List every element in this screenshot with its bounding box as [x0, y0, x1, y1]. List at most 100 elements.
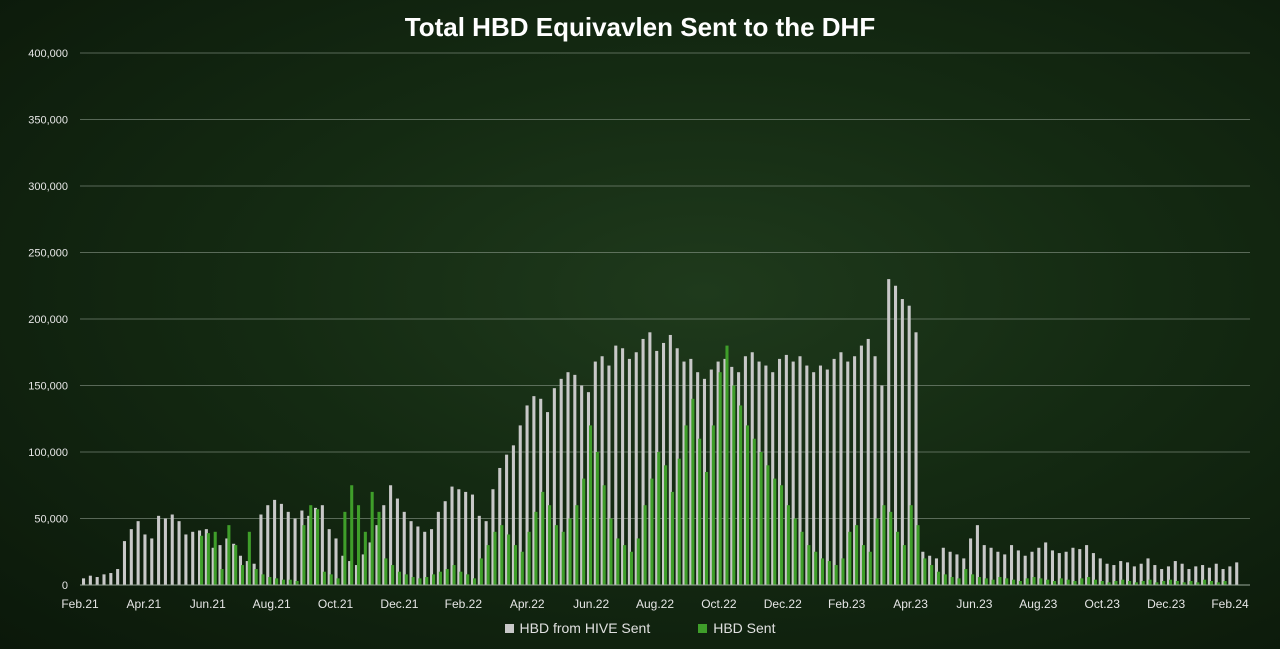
bar-hive — [136, 521, 140, 585]
bar-hive — [505, 454, 509, 585]
legend-item-hive: HBD from HIVE Sent — [504, 620, 651, 636]
bar-hbd — [234, 545, 238, 585]
bar-hbd — [1039, 578, 1043, 585]
bar-hbd — [971, 574, 975, 585]
bar-hive — [771, 372, 775, 585]
bar-hbd — [479, 558, 483, 585]
chart-title: Total HBD Equivavlen Sent to the DHF — [404, 12, 876, 42]
bar-hbd — [200, 535, 204, 585]
bar-hive — [614, 345, 618, 585]
bar-hbd — [609, 518, 613, 585]
bar-hive — [170, 514, 174, 585]
bar-hive — [1057, 553, 1061, 585]
bar-hbd — [1114, 581, 1118, 585]
bar-hive — [627, 358, 631, 585]
y-tick-label: 0 — [62, 580, 68, 592]
bar-hive — [477, 515, 481, 585]
bar-hive — [914, 332, 918, 585]
x-tick-label: Feb.21 — [61, 597, 99, 611]
bar-hbd — [991, 579, 995, 585]
y-tick-label: 100,000 — [28, 447, 68, 459]
bar-hbd — [295, 581, 299, 585]
bar-hbd — [1196, 582, 1200, 585]
bar-hbd — [916, 525, 920, 585]
bar-hive — [805, 365, 809, 585]
bar-hbd — [322, 571, 326, 585]
bar-hbd — [745, 425, 749, 585]
x-tick-label: Aug.22 — [636, 597, 674, 611]
bar-hive — [648, 332, 652, 585]
bar-hive — [600, 356, 604, 585]
bar-hive — [320, 505, 324, 585]
bar-hive — [1105, 563, 1109, 585]
bar-hive — [484, 521, 488, 585]
bar-hive — [293, 518, 297, 585]
bar-hive — [122, 541, 127, 585]
bar-hbd — [445, 569, 449, 585]
bar-hbd — [752, 438, 756, 585]
bar-hive — [457, 489, 461, 585]
bar-hbd — [977, 577, 981, 585]
bar-hive — [621, 348, 625, 585]
bar-hbd — [998, 577, 1002, 585]
bar-hive — [409, 521, 413, 585]
x-tick-label: Jun.22 — [573, 597, 609, 611]
bar-hive — [518, 425, 522, 585]
bar-hbd — [684, 425, 688, 585]
bar-hive — [846, 361, 850, 585]
bar-hive — [95, 577, 99, 585]
bar-hive — [1146, 558, 1150, 585]
bar-hive — [928, 555, 932, 585]
bar-hive — [866, 338, 870, 585]
bar-hive — [1016, 550, 1020, 585]
bar-hive — [177, 521, 181, 585]
bar-hive — [1194, 566, 1198, 585]
bar-hbd — [855, 525, 859, 585]
bar-hive — [955, 554, 959, 585]
bar-hive — [682, 361, 686, 585]
bar-hive — [225, 538, 229, 585]
bar-hbd — [513, 545, 517, 585]
bar-hive — [532, 396, 536, 585]
bar-hive — [1071, 547, 1075, 585]
bar-hbd — [541, 491, 545, 585]
bar-hive — [88, 575, 92, 585]
bar-hive — [395, 498, 399, 585]
bar-hbd — [629, 551, 633, 585]
bar-hbd — [882, 505, 886, 585]
bar-hive — [1207, 567, 1211, 585]
bar-hbd — [984, 578, 988, 585]
y-tick-label: 200,000 — [28, 314, 68, 326]
bar-hbd — [1128, 581, 1132, 585]
legend-label-hive: HBD from HIVE Sent — [519, 620, 651, 636]
bar-hive — [1023, 555, 1027, 585]
bar-hbd — [786, 505, 790, 585]
bar-hbd — [568, 518, 572, 585]
bar-hbd — [1203, 579, 1207, 585]
bar-hive — [859, 345, 863, 585]
bar-hive — [150, 538, 154, 585]
bar-hbd — [698, 438, 702, 585]
x-tick-label: Jun.23 — [956, 597, 992, 611]
bar-hbd — [657, 452, 661, 585]
bar-hive — [1173, 561, 1177, 585]
bar-hbd — [220, 569, 224, 585]
bar-hive — [1132, 566, 1136, 585]
bar-hbd — [384, 558, 388, 585]
bar-hbd — [1141, 581, 1145, 585]
bar-hive — [382, 505, 386, 585]
bar-hive — [1119, 561, 1123, 585]
bar-hive — [1050, 550, 1055, 585]
bar-hbd — [718, 372, 722, 585]
x-tick-label: Feb.24 — [1211, 597, 1249, 611]
bar-hbd — [254, 569, 258, 585]
bar-hive — [784, 354, 788, 585]
bar-hive — [1044, 542, 1048, 585]
bar-hive — [552, 388, 556, 585]
bar-hbd — [1107, 582, 1111, 585]
bar-hbd — [1162, 581, 1166, 585]
x-tick-label: Feb.22 — [445, 597, 483, 611]
x-tick-label: Dec.23 — [1147, 597, 1185, 611]
x-tick-label: Apr.22 — [510, 597, 545, 611]
bar-hive — [430, 529, 434, 585]
